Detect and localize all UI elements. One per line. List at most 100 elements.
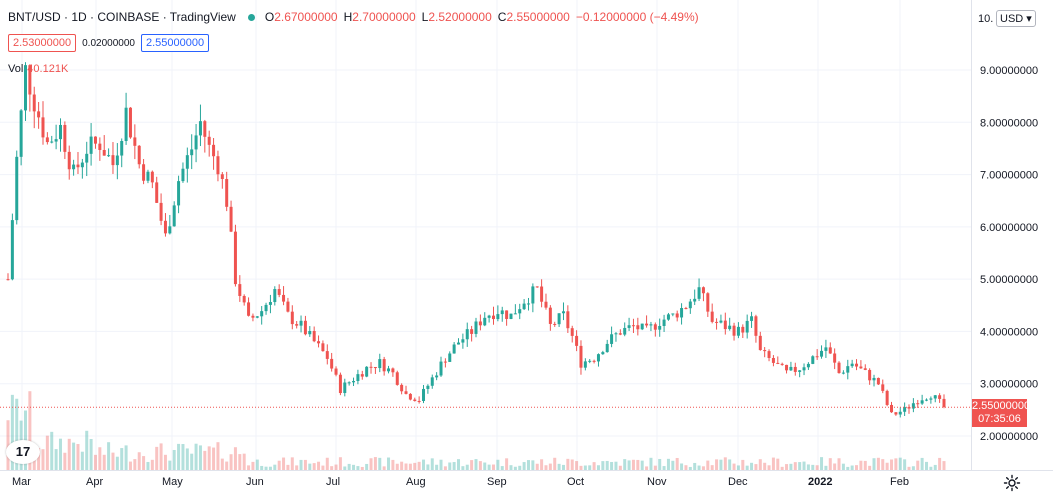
candle-body[interactable] (863, 368, 867, 370)
candle-body[interactable] (247, 302, 251, 316)
candle-body[interactable] (496, 314, 500, 320)
candle-body[interactable] (535, 286, 539, 288)
candle-body[interactable] (631, 325, 635, 327)
candle-body[interactable] (198, 121, 202, 136)
candle-body[interactable] (706, 293, 710, 312)
candle-body[interactable] (185, 155, 189, 169)
candle-body[interactable] (391, 368, 395, 373)
candle-body[interactable] (369, 366, 373, 368)
candle-body[interactable] (662, 319, 666, 326)
candle-body[interactable] (522, 303, 526, 310)
candle-body[interactable] (137, 145, 141, 165)
candle-body[interactable] (225, 179, 229, 207)
candle-body[interactable] (58, 124, 62, 140)
candle-body[interactable] (465, 329, 469, 340)
candle-body[interactable] (741, 326, 745, 333)
candle-body[interactable] (898, 411, 902, 415)
candle-body[interactable] (540, 286, 544, 302)
candle-body[interactable] (588, 360, 592, 362)
candle-body[interactable] (478, 321, 482, 326)
candle-body[interactable] (15, 156, 19, 221)
candle-body[interactable] (93, 136, 97, 144)
candle-body[interactable] (820, 350, 824, 357)
candle-body[interactable] (238, 284, 242, 296)
sell-button[interactable]: 2.53000000 (8, 34, 77, 52)
candle-body[interactable] (763, 350, 767, 352)
candle-body[interactable] (181, 168, 185, 182)
candle-body[interactable] (400, 384, 404, 392)
candle-body[interactable] (868, 369, 872, 381)
candle-body[interactable] (23, 65, 27, 111)
tradingview-logo-icon[interactable]: 17 (6, 440, 40, 464)
candle-body[interactable] (605, 343, 609, 353)
candle-body[interactable] (828, 347, 832, 354)
candle-body[interactable] (509, 313, 513, 319)
candle-body[interactable] (408, 393, 412, 400)
candle-body[interactable] (80, 162, 84, 168)
candle-body[interactable] (579, 345, 583, 368)
candle-body[interactable] (688, 301, 692, 309)
candle-body[interactable] (531, 286, 535, 304)
candle-body[interactable] (286, 301, 290, 312)
candle-body[interactable] (658, 325, 662, 330)
candle-body[interactable] (583, 361, 587, 368)
candle-body[interactable] (653, 324, 657, 330)
candle-body[interactable] (19, 110, 23, 157)
candle-body[interactable] (710, 311, 714, 322)
candle-body[interactable] (321, 343, 325, 352)
price-candles[interactable] (6, 62, 946, 418)
candle-body[interactable] (566, 311, 570, 329)
candle-body[interactable] (570, 328, 574, 336)
candle-body[interactable] (859, 366, 863, 369)
candle-body[interactable] (255, 316, 259, 318)
candle-body[interactable] (680, 308, 684, 318)
candle-body[interactable] (28, 65, 32, 95)
candle-body[interactable] (793, 366, 797, 372)
candle-body[interactable] (596, 354, 600, 362)
candle-body[interactable] (618, 333, 622, 335)
candle-body[interactable] (872, 377, 876, 381)
candle-body[interactable] (798, 370, 802, 372)
candle-body[interactable] (282, 294, 286, 302)
candle-body[interactable] (881, 384, 885, 391)
candle-body[interactable] (163, 220, 167, 234)
candle-body[interactable] (802, 367, 806, 371)
candle-body[interactable] (290, 311, 294, 325)
candle-body[interactable] (343, 382, 347, 394)
price-axis[interactable]: 9.00000000 8.00000000 7.00000000 6.00000000… (971, 0, 1053, 470)
candle-body[interactable] (382, 359, 386, 372)
candle-body[interactable] (684, 308, 688, 310)
candle-body[interactable] (172, 205, 176, 227)
candle-body[interactable] (150, 171, 154, 183)
candle-body[interactable] (413, 399, 417, 401)
candle-body[interactable] (903, 407, 907, 412)
candle-body[interactable] (220, 174, 224, 180)
gear-icon[interactable] (1003, 474, 1021, 492)
candle-body[interactable] (850, 363, 854, 367)
candle-body[interactable] (120, 140, 124, 156)
candle-body[interactable] (312, 331, 316, 342)
candle-body[interactable] (736, 326, 740, 336)
candle-body[interactable] (671, 313, 675, 315)
candle-body[interactable] (719, 320, 723, 323)
candle-body[interactable] (303, 320, 307, 335)
symbol-title[interactable]: BNT/USD · 1D · COINBASE · TradingView (8, 10, 236, 24)
candle-body[interactable] (67, 151, 71, 170)
candle-body[interactable] (894, 412, 898, 415)
candle-body[interactable] (920, 400, 924, 404)
currency-select[interactable]: USD ▾ (996, 10, 1036, 27)
candle-body[interactable] (640, 323, 644, 330)
candle-body[interactable] (356, 374, 360, 381)
candle-body[interactable] (387, 368, 391, 372)
candle-body[interactable] (330, 358, 334, 369)
candle-body[interactable] (155, 182, 159, 203)
candle-body[interactable] (102, 149, 106, 156)
candle-body[interactable] (789, 366, 793, 371)
candle-body[interactable] (435, 375, 439, 378)
volume-label[interactable]: Vol (8, 63, 24, 75)
candle-body[interactable] (426, 385, 430, 389)
candle-body[interactable] (561, 311, 565, 314)
candle-body[interactable] (723, 320, 727, 330)
candle-body[interactable] (575, 335, 579, 346)
candle-body[interactable] (317, 341, 321, 344)
